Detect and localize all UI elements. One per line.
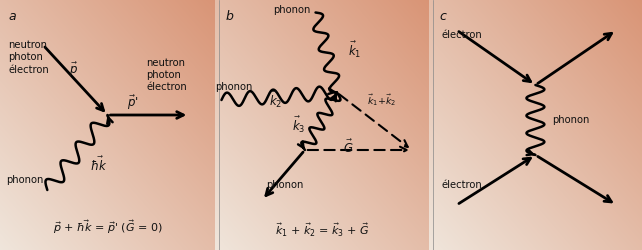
Text: phonon: phonon bbox=[6, 175, 44, 185]
Text: électron: électron bbox=[442, 30, 482, 40]
Text: phonon: phonon bbox=[273, 5, 311, 15]
Text: électron: électron bbox=[442, 180, 482, 190]
Text: $\vec{k}_1$ + $\vec{k}_2$ = $\vec{k}_3$ + $\vec{G}$: $\vec{k}_1$ + $\vec{k}_2$ = $\vec{k}_3$ … bbox=[275, 221, 369, 239]
Text: $\vec{p}$': $\vec{p}$' bbox=[127, 94, 139, 112]
Text: $\vec{p}$: $\vec{p}$ bbox=[69, 61, 78, 79]
Text: phonon: phonon bbox=[215, 82, 252, 92]
Text: $\vec{p}$ + $\vec{\hbar k}$ = $\vec{p}$' ($\vec{G}$ = 0): $\vec{p}$ + $\vec{\hbar k}$ = $\vec{p}$'… bbox=[53, 219, 162, 236]
Text: $\vec{\hbar k}$: $\vec{\hbar k}$ bbox=[91, 156, 108, 174]
Text: c: c bbox=[440, 10, 446, 23]
Text: phonon: phonon bbox=[266, 180, 304, 190]
Text: phonon: phonon bbox=[553, 115, 590, 125]
Text: $\vec{k}_2$: $\vec{k}_2$ bbox=[268, 90, 282, 110]
Text: b: b bbox=[226, 10, 234, 23]
Text: neutron
photon
électron: neutron photon électron bbox=[8, 40, 49, 75]
Text: $\vec{k}_3$: $\vec{k}_3$ bbox=[292, 115, 306, 135]
Text: $\vec{G}$: $\vec{G}$ bbox=[343, 139, 354, 156]
Text: $\vec{k}_1$+$\vec{k}_2$: $\vec{k}_1$+$\vec{k}_2$ bbox=[367, 92, 396, 108]
Text: $\vec{k}_1$: $\vec{k}_1$ bbox=[347, 40, 361, 60]
Text: neutron
photon
électron: neutron photon électron bbox=[146, 58, 187, 92]
Text: a: a bbox=[8, 10, 16, 23]
